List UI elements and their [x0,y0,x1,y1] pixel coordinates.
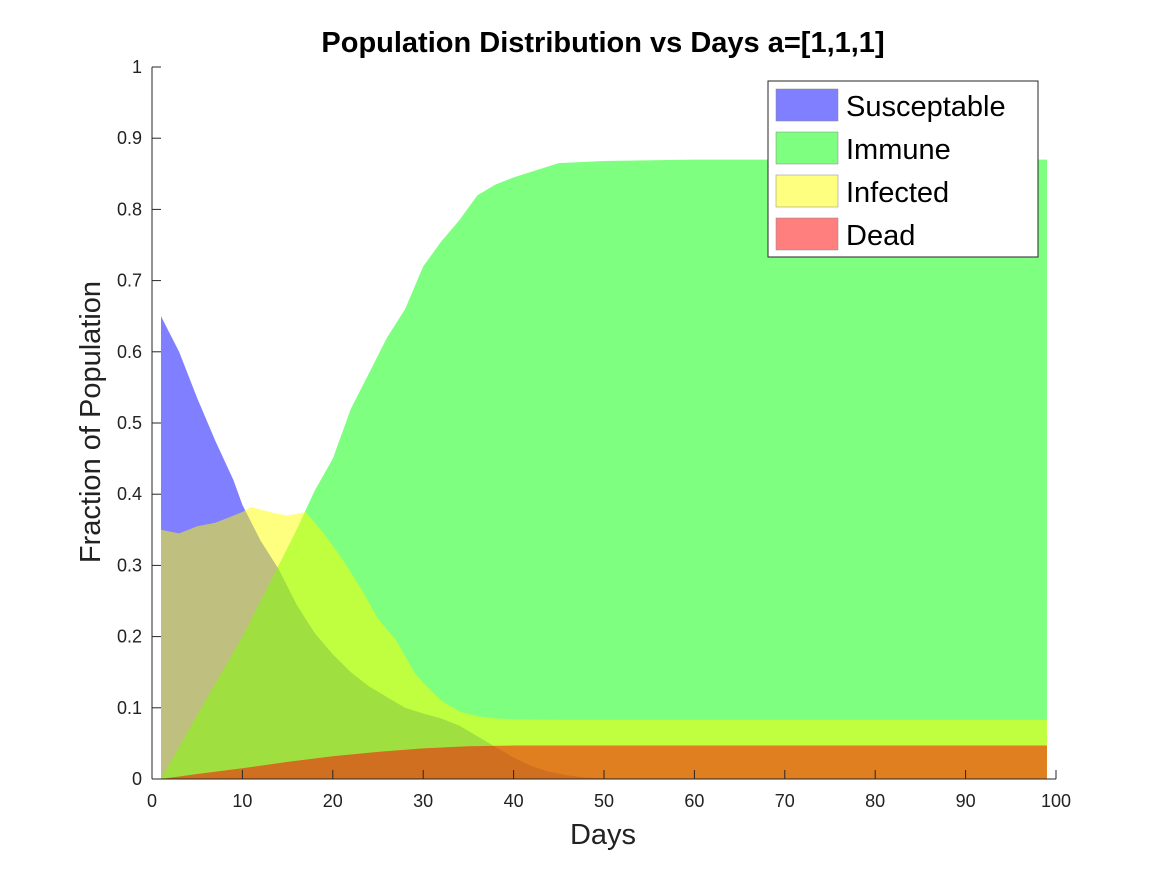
x-tick-label: 0 [147,791,157,811]
legend-swatch [775,174,839,208]
y-tick-label: 0.5 [117,413,142,433]
x-tick-label: 90 [956,791,976,811]
x-tick-label: 40 [504,791,524,811]
legend-swatch [775,88,839,122]
chart-title: Population Distribution vs Days a=[1,1,1… [321,27,884,59]
x-tick-label: 70 [775,791,795,811]
x-tick-label: 30 [413,791,433,811]
legend-label: Immune [846,134,951,166]
x-tick-label: 100 [1041,791,1071,811]
legend-label: Dead [846,220,915,252]
legend-swatch [775,131,839,165]
plot-areas [161,159,1047,780]
y-tick-label: 0.4 [117,484,142,504]
y-tick-label: 0.6 [117,342,142,362]
area-dead [161,745,1047,779]
y-tick-label: 0.8 [117,199,142,219]
y-tick-label: 0.2 [117,627,142,647]
y-tick-label: 0.1 [117,698,142,718]
legend: Susceptable Immune Infected Dead [767,80,1039,258]
legend-swatch [775,217,839,251]
y-tick-label: 0 [132,769,142,789]
legend-label: Infected [846,177,949,209]
x-tick-label: 20 [323,791,343,811]
x-axis-label: Days [570,819,636,851]
axes: 0 10 20 30 40 50 60 70 80 90 100 0 0.1 0.2 0.3 0.4 0.5 0.… [117,57,1071,811]
y-tick-label: 0.7 [117,271,142,291]
y-tick-label: 0.3 [117,555,142,575]
legend-label: Susceptable [846,91,1006,123]
x-tick-label: 80 [865,791,885,811]
x-tick-label: 50 [594,791,614,811]
y-tick-label: 0.9 [117,128,142,148]
x-tick-label: 10 [232,791,252,811]
y-axis-label: Fraction of Population [75,281,107,563]
area-infected [161,507,1047,779]
y-tick-label: 1 [132,57,142,77]
x-tick-label: 60 [684,791,704,811]
